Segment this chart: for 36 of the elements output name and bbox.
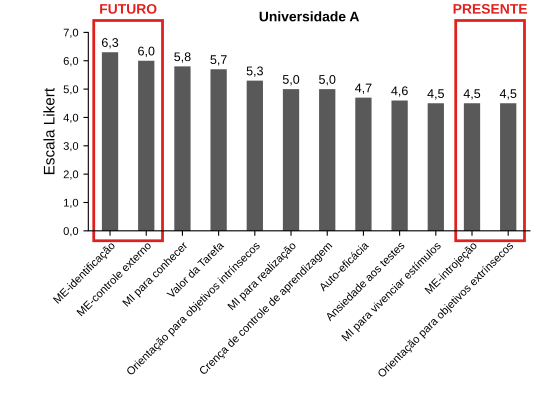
- y-tick-label: 4,0: [63, 114, 78, 123]
- chart-title: Universidade A: [260, 11, 360, 22]
- data-label: 6,0: [138, 46, 154, 57]
- bar: [174, 66, 191, 231]
- bar: [138, 60, 154, 231]
- bar: [282, 89, 300, 231]
- bar: [319, 89, 336, 231]
- data-label: 4,5: [427, 89, 444, 100]
- data-label: 4,6: [391, 86, 408, 97]
- data-label: 4,5: [464, 89, 480, 100]
- data-label: 5,7: [210, 55, 227, 66]
- bar: [464, 103, 480, 231]
- bar: [246, 80, 263, 231]
- data-label: 6,3: [102, 38, 118, 48]
- bar: [210, 69, 227, 231]
- data-label: 5,0: [319, 75, 336, 86]
- y-tick-label: 5,0: [64, 85, 78, 95]
- data-label: 4,7: [355, 84, 372, 94]
- bar: [500, 103, 516, 231]
- data-label: 5,0: [282, 75, 300, 86]
- data-label: 4,5: [500, 89, 516, 100]
- y-tick-label: 2,0: [64, 170, 78, 180]
- text: PRESENTE: [454, 4, 527, 14]
- y-tick-label: 1,0: [64, 198, 78, 208]
- bar: [102, 52, 118, 231]
- data-label: 5,3: [246, 66, 263, 77]
- y-tick-label: 0,0: [64, 227, 78, 236]
- data-label: 5,8: [174, 52, 191, 63]
- y-tick-label: 7,0: [64, 28, 78, 38]
- bar: [428, 103, 444, 231]
- bar: [355, 98, 372, 231]
- y-axis-title: Escala Likert: [43, 88, 55, 174]
- bar: [391, 100, 408, 231]
- text: FUTURO: [100, 4, 156, 14]
- y-tick-label: 3,0: [64, 142, 78, 152]
- y-tick-label: 6,0: [64, 57, 78, 66]
